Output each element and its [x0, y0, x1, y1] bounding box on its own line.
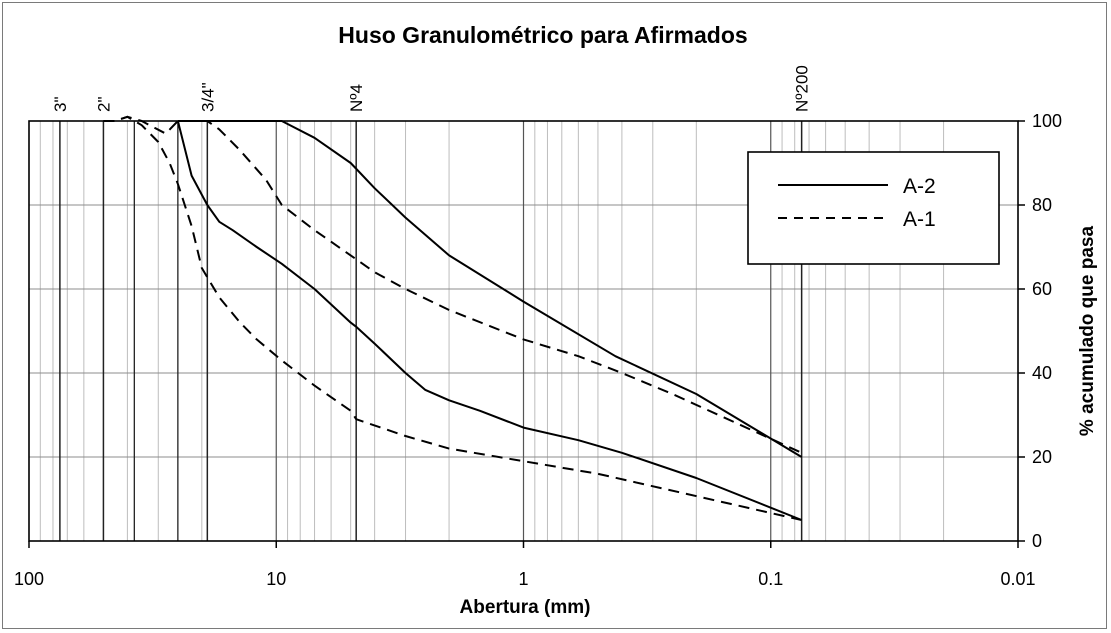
series-line-a-1 — [103, 115, 803, 454]
y-tick-label: 80 — [1032, 195, 1052, 215]
x-tick-label: 1 — [518, 569, 528, 589]
x-tick-label: 10 — [266, 569, 286, 589]
tick-layer: 100 10 1 0.1 0.01 0 20 40 60 80 100 — [14, 111, 1062, 589]
legend-label-a-2: A-2 — [903, 175, 936, 198]
legend: A-2A-1 — [747, 151, 1000, 265]
x-axis-title: Abertura (mm) — [460, 597, 591, 618]
grid-layer — [29, 121, 1018, 541]
sieve-layer: 3" 2" 3/4" Nº4 Nº200 — [51, 65, 812, 541]
series-line-a-2 — [176, 120, 802, 521]
y-tick-label: 20 — [1032, 447, 1052, 467]
series-line-a-1 — [103, 115, 802, 521]
sieve-label: Nº200 — [793, 65, 812, 112]
legend-box — [747, 151, 1000, 265]
y-tick-label: 0 — [1032, 531, 1042, 551]
sieve-label: 3/4" — [198, 82, 217, 112]
y-tick-label: 40 — [1032, 363, 1052, 383]
sieve-label: 3" — [51, 97, 70, 113]
x-tick-label: 0.01 — [1000, 569, 1035, 589]
y-tick-label: 60 — [1032, 279, 1052, 299]
y-tick-label: 100 — [1032, 111, 1062, 131]
x-tick-label: 100 — [14, 569, 44, 589]
y-axis-title: % acumulado que pasa — [1077, 226, 1098, 437]
series-layer — [103, 115, 803, 521]
x-tick-label: 0.1 — [758, 569, 783, 589]
sieve-label: 2" — [94, 97, 113, 113]
legend-label-a-1: A-1 — [903, 208, 936, 231]
sieve-label: Nº4 — [347, 84, 366, 112]
chart-title: Huso Granulométrico para Afirmados — [338, 22, 747, 48]
